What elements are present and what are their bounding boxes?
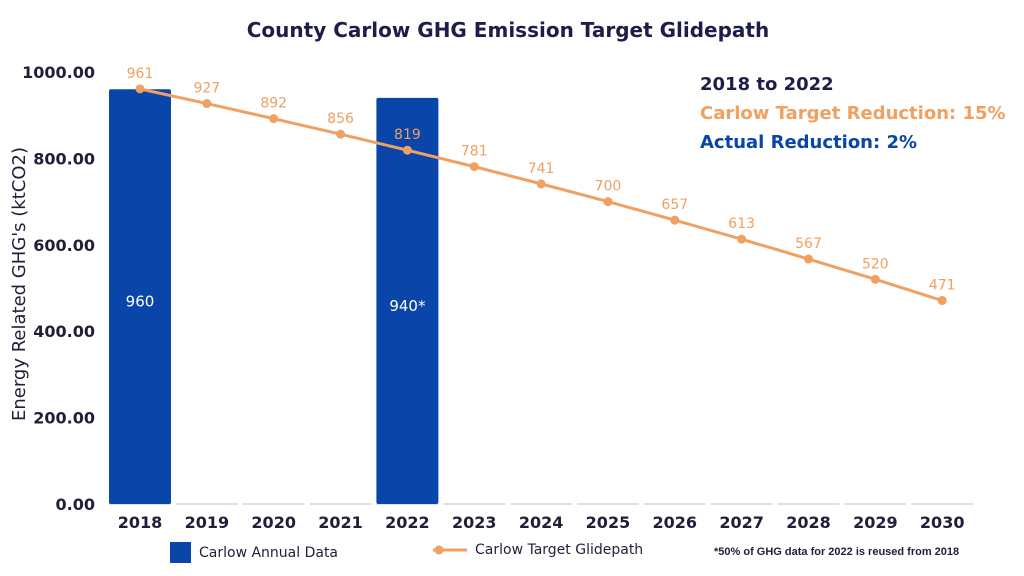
glidepath-value-label: 781 [461, 144, 488, 160]
glidepath-value-label: 613 [728, 216, 755, 232]
glidepath-value-label: 700 [595, 179, 622, 195]
legend-label-glidepath: Carlow Target Glidepath [475, 542, 644, 558]
x-tick-label: 2019 [185, 513, 230, 532]
x-tick-label: 2022 [385, 513, 430, 532]
y-tick-label: 400.00 [33, 322, 95, 341]
glidepath-value-label: 927 [193, 81, 220, 97]
glidepath-value-label: 961 [127, 66, 154, 82]
glidepath-point [804, 254, 813, 264]
glidepath-point [536, 179, 546, 189]
legend-label-annual: Carlow Annual Data [199, 544, 339, 561]
y-axis-label: Energy Related GHG's (ktCO2) [9, 147, 30, 421]
x-tick-label: 2023 [452, 513, 497, 532]
glidepath-value-label: 741 [528, 161, 555, 177]
glidepath-value-label: 471 [929, 278, 956, 294]
x-tick-label: 2021 [318, 513, 363, 532]
y-tick-label: 800.00 [33, 149, 95, 168]
glidepath-value-label: 892 [260, 96, 287, 112]
x-tick-label: 2029 [853, 513, 898, 532]
legend-swatch-line [433, 545, 467, 555]
bar-value-label: 940* [389, 297, 426, 315]
glidepath-point [603, 197, 613, 207]
annotation-target-reduction: Carlow Target Reduction: 15% [700, 103, 1006, 124]
y-tick-layer: 0.00 200.00 400.00 600.00 800.00 1000.00 [22, 63, 95, 514]
chart-title: County Carlow GHG Emission Target Glidep… [247, 18, 769, 42]
glidepath-value-label: 657 [661, 197, 688, 213]
x-tick-label: 2024 [519, 513, 564, 532]
glidepath-value-label: 856 [327, 111, 354, 127]
glidepath-point [402, 145, 412, 155]
glidepath-value-label: 520 [862, 256, 889, 272]
x-tick-label: 2020 [251, 513, 296, 532]
glidepath-point [670, 215, 680, 225]
glidepath-point [135, 84, 145, 94]
x-tick-layer: 2018 2019 2020 2021 2022 2023 2024 2025 2026 2027… [118, 513, 965, 532]
y-tick-label: 0.00 [56, 495, 95, 514]
legend-item-glidepath: Carlow Target Glidepath [433, 542, 643, 558]
glidepath-point [937, 296, 947, 306]
footnote: *50% of GHG data for 2022 is reused from… [714, 546, 960, 558]
x-tick-label: 2025 [586, 513, 631, 532]
y-tick-label: 600.00 [33, 236, 95, 255]
bar-layer: 960 940* [109, 89, 439, 505]
glidepath-value-label: 819 [394, 127, 421, 143]
glidepath-point [870, 274, 880, 284]
annotation-period: 2018 to 2022 [700, 74, 834, 95]
glidepath-point [737, 234, 747, 244]
y-tick-label: 200.00 [33, 409, 95, 428]
bar-value-label: 960 [126, 293, 155, 311]
bar [109, 89, 171, 504]
x-tick-label: 2026 [653, 513, 698, 532]
line-layer: 961 927 892 856 819 781 741 700 657 613 567 520 471 [127, 66, 956, 306]
x-tick-label: 2018 [118, 513, 163, 532]
glidepath-point [269, 114, 279, 124]
glidepath-point [336, 129, 346, 139]
annotation-actual-reduction: Actual Reduction: 2% [700, 132, 918, 153]
glidepath-point [202, 99, 212, 109]
legend-swatch-bar [170, 542, 191, 563]
x-tick-label: 2028 [786, 513, 831, 532]
y-tick-label: 1000.00 [22, 63, 95, 82]
legend-item-annual: Carlow Annual Data [170, 542, 338, 563]
glidepath-value-label: 567 [795, 236, 822, 252]
x-tick-label: 2027 [719, 513, 764, 532]
x-tick-label: 2030 [920, 513, 965, 532]
glidepath-point [469, 162, 479, 172]
bar [376, 97, 439, 505]
